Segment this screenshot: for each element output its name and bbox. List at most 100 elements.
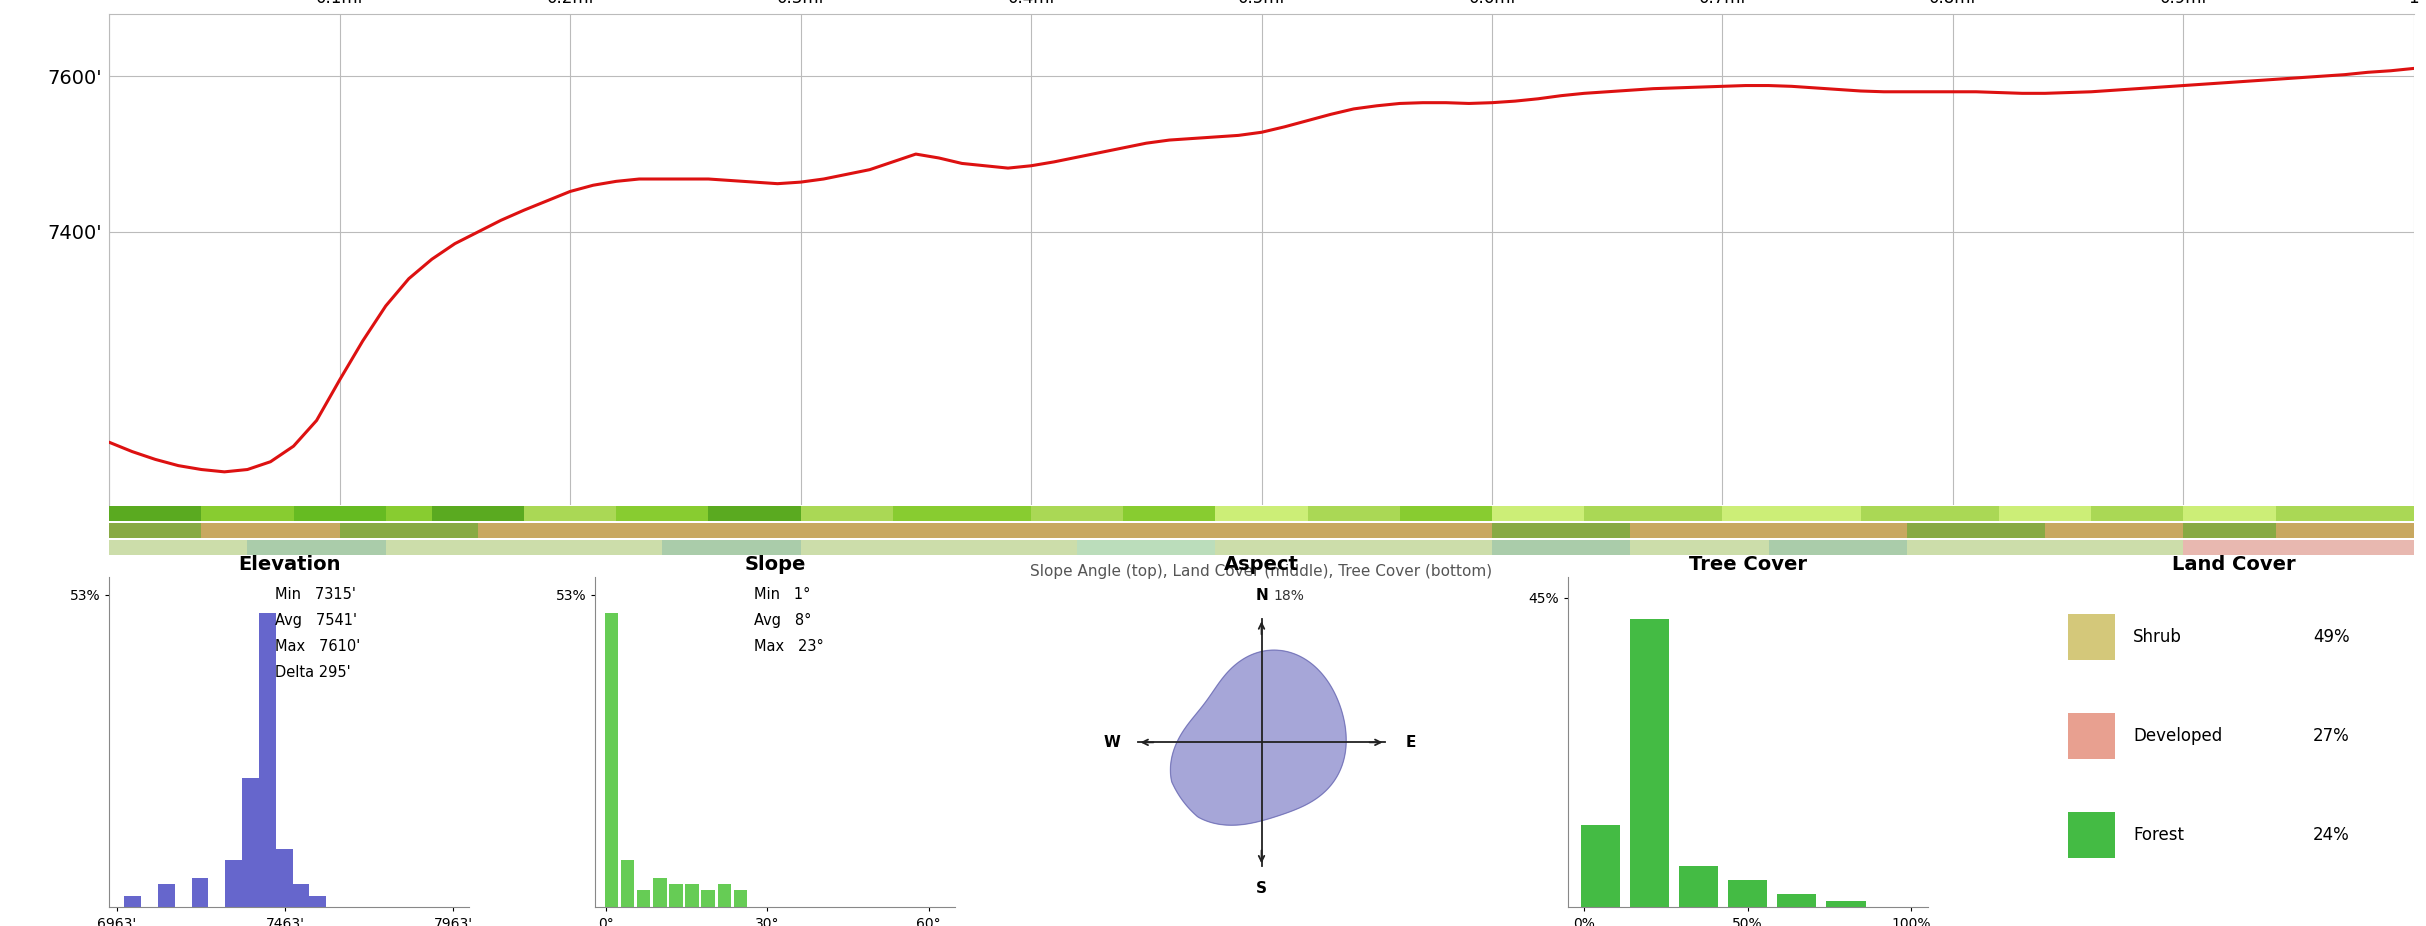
Title: Tree Cover: Tree Cover [1688, 556, 1807, 574]
Bar [2045, 540, 2183, 555]
Bar [1630, 522, 1769, 538]
Bar [478, 522, 616, 538]
Bar [158, 884, 175, 907]
Bar [2045, 522, 2183, 538]
Bar [1077, 522, 1215, 538]
Text: Forest: Forest [2132, 826, 2183, 844]
Bar [386, 506, 432, 521]
Bar [1999, 506, 2091, 521]
FancyBboxPatch shape [2067, 614, 2115, 660]
Bar [386, 540, 524, 555]
Bar [604, 613, 619, 907]
Bar [2276, 506, 2414, 521]
Bar [1215, 522, 1354, 538]
Text: Min   7315'
Avg   7541'
Max   7610'
Delta 295': Min 7315' Avg 7541' Max 7610' Delta 295' [274, 587, 359, 680]
Text: N: N [1254, 588, 1269, 604]
Bar [109, 506, 201, 521]
Bar [1907, 522, 2045, 538]
Bar [2276, 522, 2414, 538]
Bar [1582, 825, 1621, 907]
Text: Developed: Developed [2132, 727, 2222, 745]
Bar [277, 848, 294, 907]
Bar [124, 895, 141, 907]
Bar [1492, 522, 1630, 538]
Bar [1769, 522, 1907, 538]
Bar [2183, 540, 2322, 555]
Bar [1400, 506, 1492, 521]
Bar [432, 506, 524, 521]
Polygon shape [1169, 650, 1346, 825]
Bar [524, 506, 616, 521]
Bar [2183, 522, 2276, 538]
Text: 49%: 49% [2312, 628, 2351, 645]
Text: 24%: 24% [2312, 826, 2351, 844]
Bar [939, 522, 1077, 538]
Bar [670, 884, 682, 907]
Bar [1679, 866, 1718, 907]
Bar [201, 522, 340, 538]
Bar [247, 540, 386, 555]
Text: W: W [1104, 735, 1121, 750]
Text: 27%: 27% [2312, 727, 2351, 745]
Bar [2183, 506, 2276, 521]
Bar [1492, 540, 1630, 555]
Bar [684, 884, 699, 907]
Bar [1584, 506, 1722, 521]
Bar [524, 540, 662, 555]
Bar [1031, 506, 1123, 521]
Bar [1077, 540, 1215, 555]
Bar [2091, 506, 2183, 521]
Bar [311, 895, 325, 907]
Bar [801, 506, 893, 521]
Title: Aspect: Aspect [1225, 556, 1298, 574]
Bar [201, 506, 294, 521]
Bar [1354, 540, 1492, 555]
Text: Slope Angle (top), Land Cover (middle), Tree Cover (bottom): Slope Angle (top), Land Cover (middle), … [1031, 564, 1492, 580]
Text: Shrub: Shrub [2132, 628, 2181, 645]
Bar [1123, 506, 1215, 521]
Bar [718, 884, 730, 907]
Bar [616, 506, 708, 521]
Bar [260, 613, 277, 907]
Text: 18%: 18% [1274, 589, 1305, 603]
Bar [662, 540, 801, 555]
Bar [1722, 506, 1861, 521]
Bar [340, 522, 478, 538]
Bar [1727, 880, 1766, 907]
Bar [1769, 540, 1907, 555]
Bar [294, 506, 386, 521]
Bar [1630, 619, 1669, 907]
Bar [1492, 506, 1584, 521]
Bar [801, 540, 939, 555]
Bar [653, 878, 667, 907]
Bar [1215, 506, 1308, 521]
Bar [754, 522, 939, 538]
FancyBboxPatch shape [2067, 812, 2115, 858]
Bar [893, 506, 1031, 521]
Bar [1907, 540, 2045, 555]
Bar [192, 878, 209, 907]
Bar [616, 522, 754, 538]
Bar [733, 890, 747, 907]
Bar [1308, 506, 1400, 521]
Bar [638, 890, 650, 907]
Bar [294, 884, 311, 907]
Bar [701, 890, 716, 907]
Text: E: E [1407, 735, 1417, 750]
Bar [109, 522, 201, 538]
Bar [1778, 894, 1817, 907]
Text: Min   1°
Avg   8°
Max   23°: Min 1° Avg 8° Max 23° [754, 587, 822, 654]
Bar [1215, 540, 1354, 555]
FancyBboxPatch shape [2067, 713, 2115, 759]
Bar [243, 778, 260, 907]
Title: Slope: Slope [745, 556, 805, 574]
Bar [621, 860, 633, 907]
Title: Land Cover: Land Cover [2171, 556, 2295, 574]
Text: S: S [1257, 882, 1266, 896]
Bar [1861, 506, 1999, 521]
Bar [226, 860, 243, 907]
Bar [939, 540, 1077, 555]
Bar [2322, 540, 2414, 555]
Bar [109, 540, 247, 555]
Bar [1354, 522, 1492, 538]
